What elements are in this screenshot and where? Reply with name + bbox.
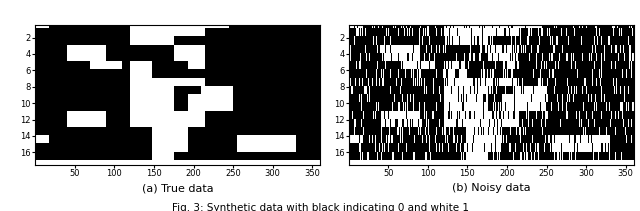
- X-axis label: (b) Noisy data: (b) Noisy data: [452, 183, 531, 193]
- X-axis label: (a) True data: (a) True data: [142, 183, 214, 193]
- Text: Fig. 3: Synthetic data with black indicating 0 and white 1: Fig. 3: Synthetic data with black indica…: [172, 203, 468, 211]
